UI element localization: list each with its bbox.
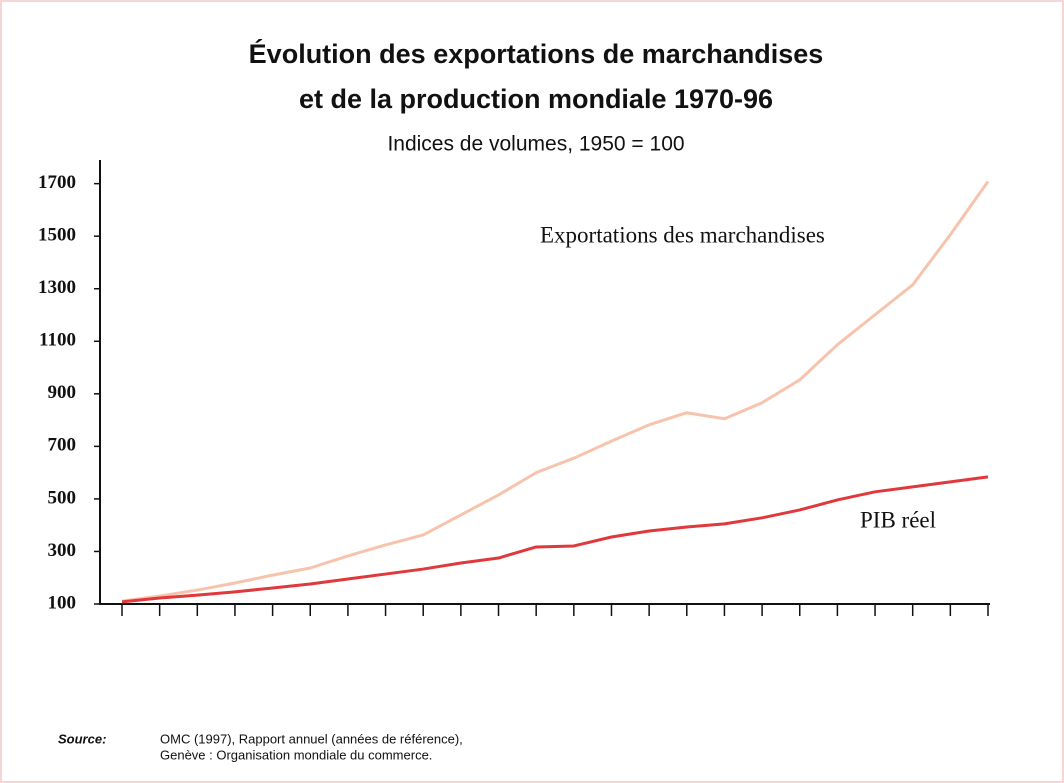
source-label: Source: xyxy=(58,731,106,746)
chart-subtitle: Indices de volumes, 1950 = 100 xyxy=(387,133,684,156)
series-line xyxy=(121,180,990,603)
y-tick-label: 1100 xyxy=(39,330,76,351)
y-tick-label: 1700 xyxy=(38,172,76,193)
source-text: Genève : Organisation mondiale du commer… xyxy=(160,747,432,762)
y-tick-label: 500 xyxy=(48,487,77,508)
y-tick-label: 1300 xyxy=(38,277,76,298)
y-tick-label: 300 xyxy=(48,540,77,561)
series-line xyxy=(121,475,989,604)
chart-title: Évolution des exportations de marchandis… xyxy=(249,38,824,69)
y-tick-label: 900 xyxy=(48,382,77,403)
source-text: OMC (1997), Rapport annuel (années de ré… xyxy=(160,731,463,746)
chart-title: et de la production mondiale 1970-96 xyxy=(299,84,773,114)
series-label: Exportations des marchandises xyxy=(540,222,825,247)
y-tick-label: 700 xyxy=(48,435,77,456)
series-label: PIB réel xyxy=(860,507,936,532)
y-tick-label: 100 xyxy=(48,592,77,613)
y-tick-label: 1500 xyxy=(38,225,76,246)
